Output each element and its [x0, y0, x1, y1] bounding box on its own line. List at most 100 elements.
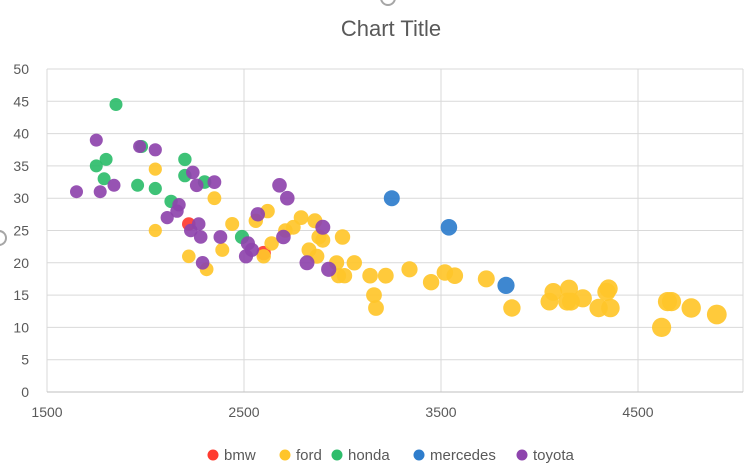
- legend-label: toyota: [533, 447, 575, 464]
- data-point-toyota[interactable]: [250, 207, 265, 222]
- data-point-ford[interactable]: [315, 232, 331, 248]
- data-point-ford[interactable]: [182, 249, 196, 264]
- data-point-toyota[interactable]: [93, 185, 107, 199]
- data-point-ford[interactable]: [652, 317, 672, 337]
- y-tick-label: 20: [13, 255, 29, 271]
- series-mercedes[interactable]: [383, 190, 515, 294]
- legend-label: ford: [296, 447, 322, 464]
- data-point-ford[interactable]: [362, 267, 378, 284]
- data-point-ford[interactable]: [681, 298, 701, 318]
- data-point-toyota[interactable]: [195, 255, 210, 270]
- data-point-ford[interactable]: [293, 210, 309, 226]
- series-ford[interactable]: [148, 162, 727, 338]
- data-point-ford[interactable]: [477, 270, 495, 288]
- data-point-toyota[interactable]: [70, 185, 83, 199]
- data-point-ford[interactable]: [225, 217, 240, 231]
- chart-title[interactable]: Chart Title: [341, 16, 441, 41]
- x-tick-label: 1500: [31, 404, 62, 420]
- data-point-ford[interactable]: [661, 292, 682, 312]
- data-point-honda[interactable]: [148, 181, 162, 196]
- y-tick-label: 30: [13, 190, 29, 206]
- data-point-ford[interactable]: [706, 304, 727, 325]
- x-tick-label: 4500: [622, 404, 653, 420]
- data-point-toyota[interactable]: [172, 198, 186, 212]
- chart-resize-handle-top[interactable]: [380, 0, 396, 6]
- data-point-ford[interactable]: [573, 289, 592, 308]
- data-point-toyota[interactable]: [280, 190, 295, 206]
- data-point-ford[interactable]: [401, 261, 418, 278]
- data-point-toyota[interactable]: [89, 133, 103, 147]
- data-point-ford[interactable]: [215, 242, 230, 257]
- series-toyota[interactable]: [70, 133, 337, 277]
- legend-marker: [279, 449, 291, 461]
- data-point-toyota[interactable]: [213, 230, 228, 244]
- data-point-ford[interactable]: [601, 298, 620, 318]
- data-point-honda[interactable]: [131, 178, 145, 192]
- data-point-mercedes[interactable]: [383, 190, 400, 207]
- data-point-honda[interactable]: [99, 152, 113, 166]
- legend-marker: [516, 449, 528, 461]
- data-point-toyota[interactable]: [315, 219, 331, 235]
- data-point-toyota[interactable]: [321, 261, 337, 277]
- data-point-toyota[interactable]: [272, 178, 287, 193]
- y-tick-label: 50: [13, 61, 29, 77]
- data-point-honda[interactable]: [97, 172, 111, 186]
- data-point-ford[interactable]: [422, 274, 440, 291]
- y-tick-label: 0: [21, 384, 29, 400]
- data-point-toyota[interactable]: [189, 178, 204, 193]
- data-point-toyota[interactable]: [299, 255, 315, 271]
- legend-item-honda[interactable]: honda: [331, 447, 391, 464]
- data-point-toyota[interactable]: [133, 140, 147, 153]
- legend[interactable]: bmw ford honda mercedes toyota: [207, 447, 575, 464]
- legend-item-ford[interactable]: ford: [279, 447, 322, 464]
- data-point-toyota[interactable]: [160, 211, 174, 225]
- y-tick-label: 15: [13, 287, 29, 303]
- data-point-ford[interactable]: [377, 267, 394, 284]
- axes: 0 5 10 15 20 25 30 35 40 45 50 1500 2500 3500 4500: [13, 61, 743, 420]
- data-point-ford[interactable]: [148, 162, 162, 176]
- data-point-toyota[interactable]: [207, 175, 222, 190]
- data-point-ford[interactable]: [264, 236, 279, 251]
- data-point-ford[interactable]: [256, 249, 271, 264]
- legend-label: mercedes: [430, 447, 496, 464]
- data-point-toyota[interactable]: [193, 230, 208, 244]
- data-point-ford[interactable]: [368, 300, 384, 316]
- data-point-ford[interactable]: [207, 191, 222, 206]
- data-point-ford[interactable]: [544, 283, 563, 301]
- data-point-toyota[interactable]: [191, 217, 206, 231]
- legend-item-toyota[interactable]: toyota: [516, 447, 575, 464]
- data-point-toyota[interactable]: [186, 165, 200, 180]
- data-point-ford[interactable]: [336, 268, 353, 284]
- data-point-ford[interactable]: [503, 299, 521, 317]
- data-point-toyota[interactable]: [107, 178, 121, 192]
- data-point-ford[interactable]: [599, 279, 618, 298]
- y-tick-label: 5: [21, 352, 29, 368]
- y-tick-label: 25: [13, 223, 29, 239]
- data-point-mercedes[interactable]: [440, 219, 458, 236]
- y-tick-label: 35: [13, 158, 29, 174]
- data-point-toyota[interactable]: [148, 143, 162, 157]
- data-point-ford[interactable]: [366, 287, 382, 303]
- data-point-ford[interactable]: [334, 229, 351, 245]
- legend-label: honda: [348, 447, 390, 464]
- data-point-toyota[interactable]: [244, 242, 259, 257]
- legend-item-mercedes[interactable]: mercedes: [413, 447, 496, 464]
- x-tick-label: 2500: [228, 404, 259, 420]
- data-point-honda[interactable]: [89, 159, 103, 173]
- data-points: [70, 98, 727, 337]
- legend-item-bmw[interactable]: bmw: [207, 447, 256, 464]
- data-point-ford[interactable]: [446, 267, 464, 285]
- y-tick-label: 45: [13, 93, 29, 109]
- data-point-honda[interactable]: [178, 152, 192, 167]
- data-point-ford[interactable]: [346, 255, 362, 271]
- data-point-ford[interactable]: [148, 223, 162, 238]
- x-tick-label: 3500: [425, 404, 456, 420]
- legend-marker: [207, 449, 219, 461]
- data-point-honda[interactable]: [109, 98, 123, 111]
- y-tick-label: 10: [13, 319, 29, 335]
- data-point-mercedes[interactable]: [497, 276, 515, 294]
- data-point-toyota[interactable]: [276, 229, 291, 245]
- chart-resize-handle-left[interactable]: [0, 230, 7, 246]
